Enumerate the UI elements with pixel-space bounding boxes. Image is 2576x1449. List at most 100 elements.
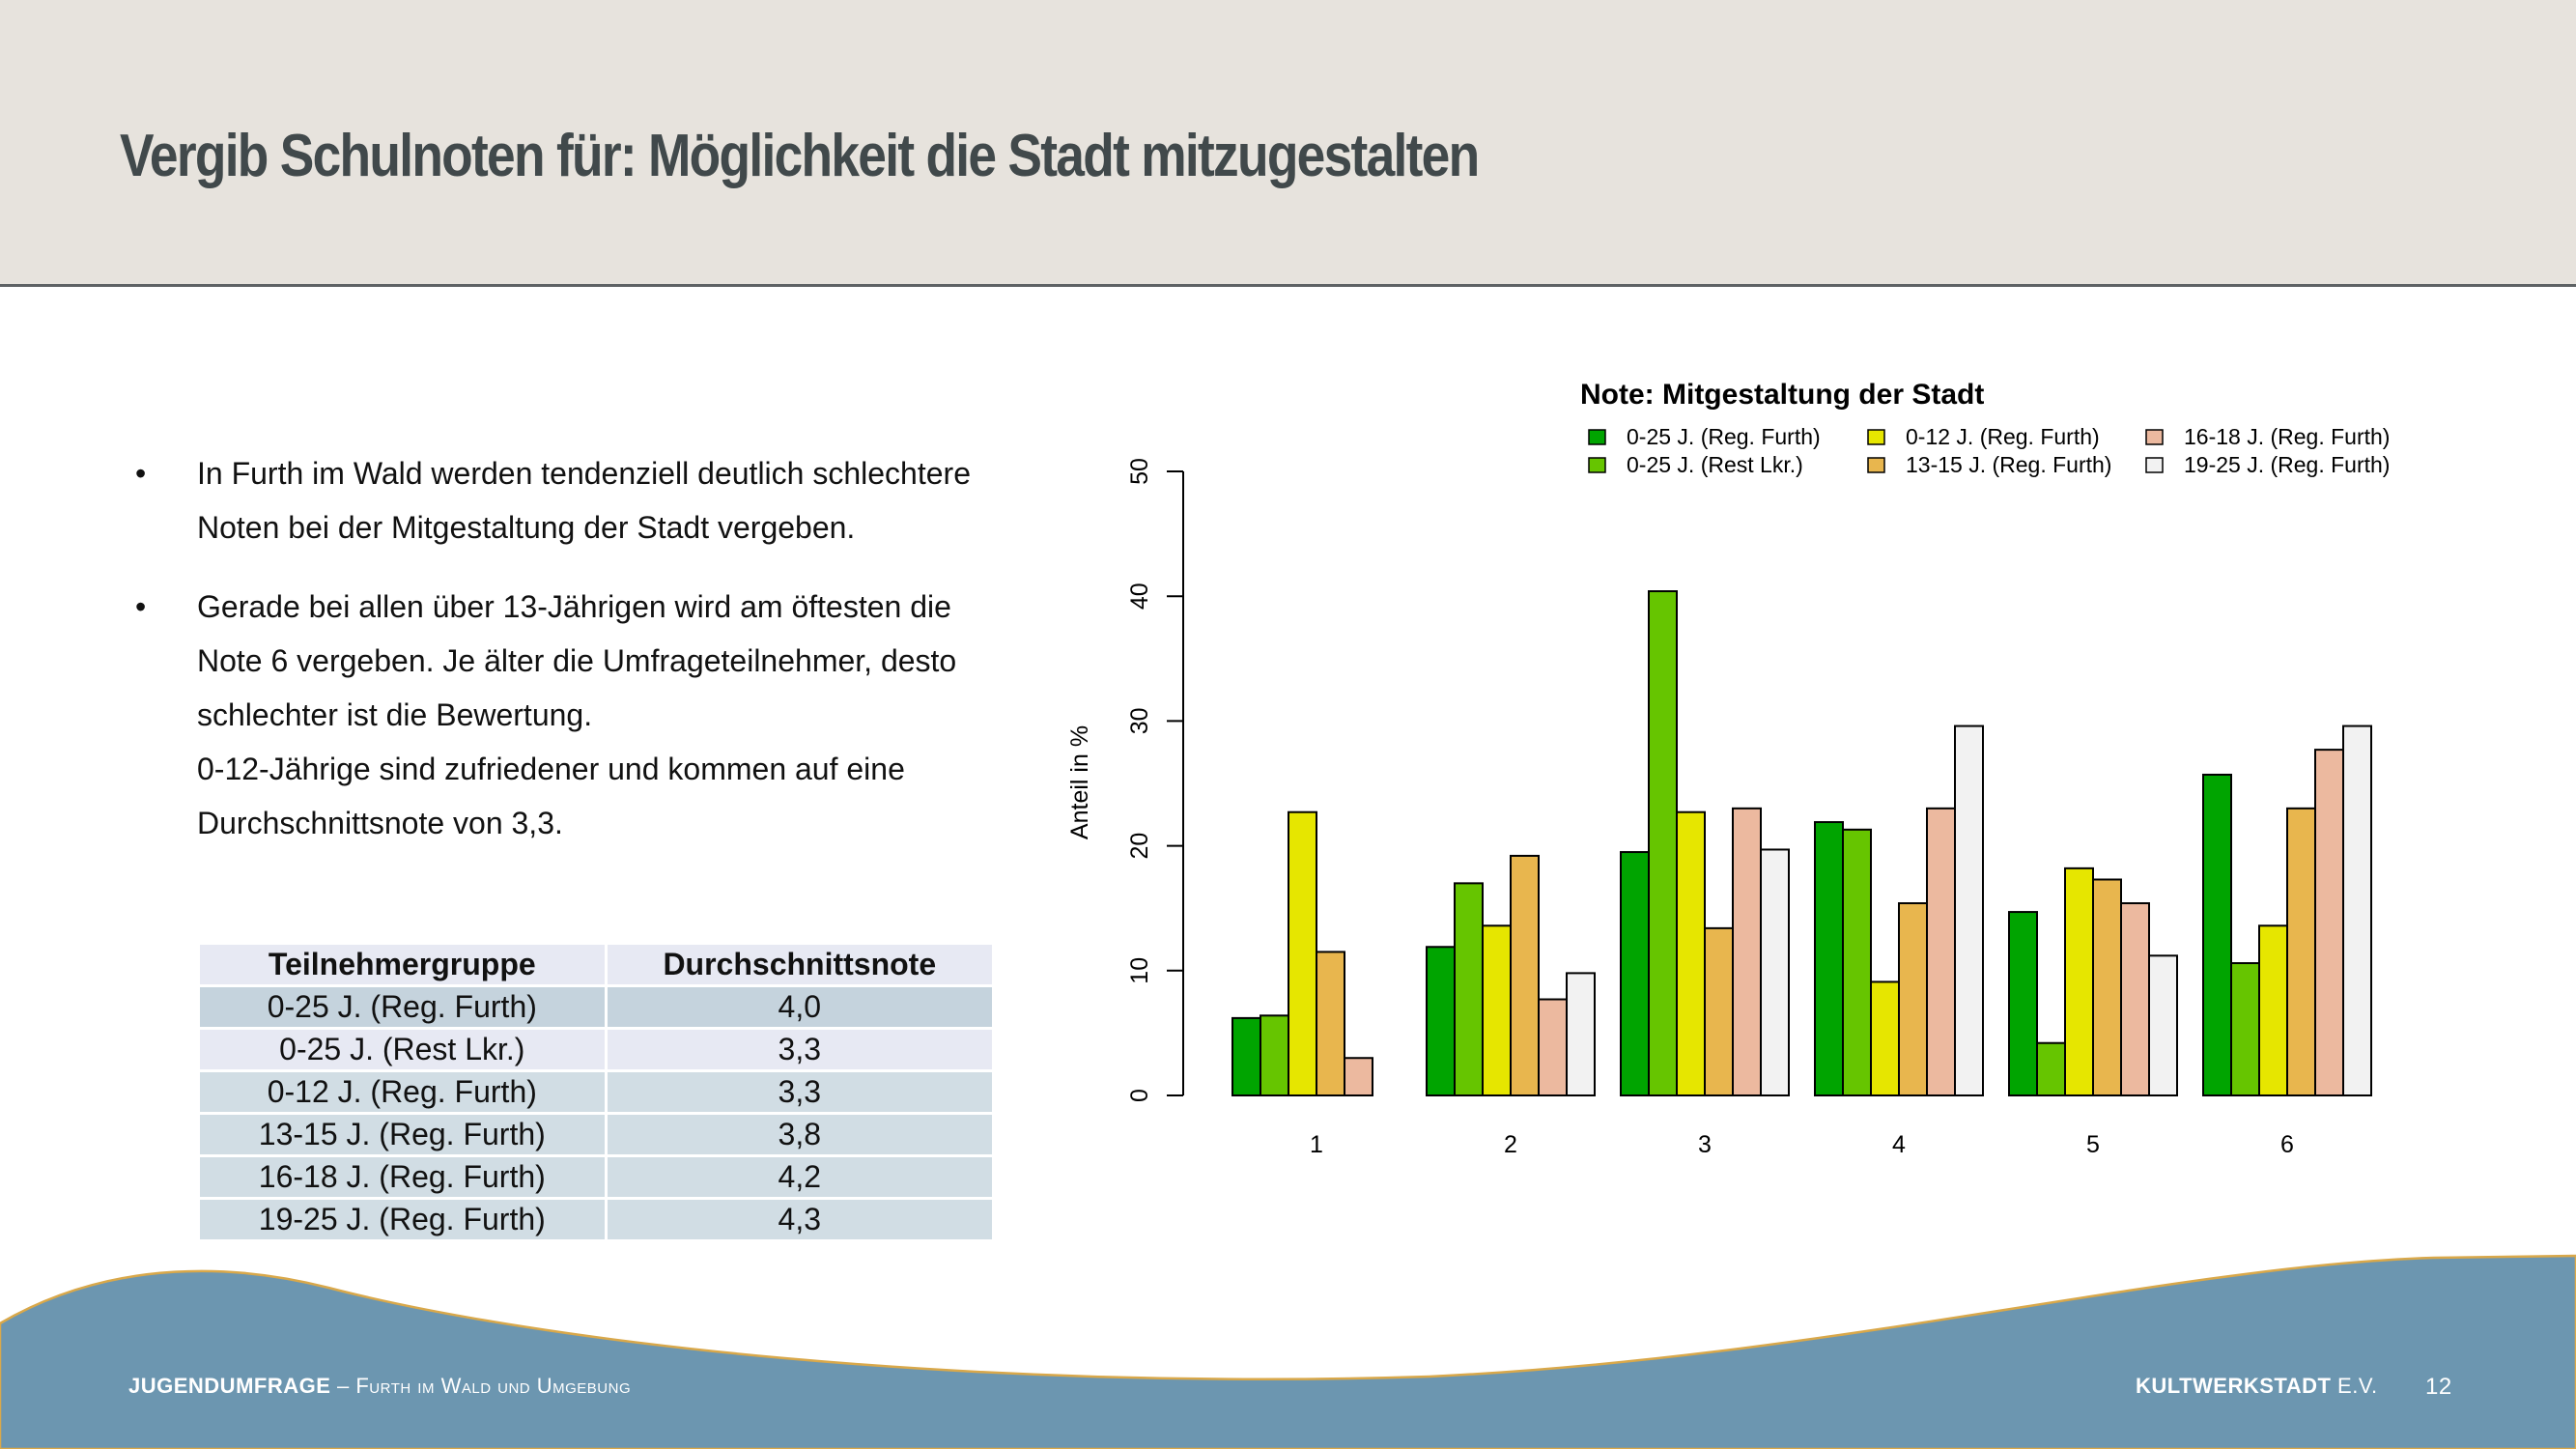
bar <box>1538 998 1568 1096</box>
y-axis-label: Anteil in % <box>1066 725 1093 839</box>
bullet-line: Gerade bei allen über 13-Jährigen wird a… <box>197 589 951 624</box>
bar <box>1231 1016 1261 1096</box>
legend-swatch-icon <box>2145 429 2164 445</box>
cell-grade: 4,2 <box>607 1157 992 1197</box>
bar <box>1260 1014 1289 1097</box>
page-title: Vergib Schulnoten für: Möglichkeit die S… <box>120 123 1480 189</box>
x-tick-label: 5 <box>2086 1131 2100 1158</box>
bar <box>1316 951 1345 1096</box>
x-tick-label: 1 <box>1310 1131 1323 1158</box>
footer-org-suffix: E.V. <box>2331 1374 2378 1398</box>
cell-grade: 4,3 <box>607 1200 992 1239</box>
column-header-group: Teilnehmergruppe <box>200 945 605 984</box>
table-row: 19-25 J. (Reg. Furth) 4,3 <box>200 1200 992 1239</box>
bullet-item: • Gerade bei allen über 13-Jährigen wird… <box>135 580 1005 850</box>
bar <box>2258 924 2288 1097</box>
bullet-line: schlechter ist die Bewertung. <box>197 697 593 732</box>
legend-label: 13-15 J. (Reg. Furth) <box>1906 452 2111 477</box>
legend-swatch-icon <box>1867 457 1885 473</box>
bullet-dot-icon: • <box>135 456 147 491</box>
x-tick-label: 4 <box>1892 1131 1906 1158</box>
cell-grade: 3,3 <box>607 1030 992 1069</box>
bar <box>1620 851 1650 1096</box>
x-tick-label: 3 <box>1698 1131 1712 1158</box>
bullet-item: • In Furth im Wald werden tendenziell de… <box>135 446 1005 554</box>
bar <box>1566 972 1596 1096</box>
legend-label: 19-25 J. (Reg. Furth) <box>2184 452 2390 477</box>
legend-swatch-icon <box>1588 429 1606 445</box>
footer-survey-subtitle: – Furth im Wald und Umgebung <box>330 1374 632 1398</box>
bars <box>1231 590 2372 1097</box>
bar <box>2286 807 2316 1097</box>
x-tick-label: 2 <box>1504 1131 1517 1158</box>
table-row: 16-18 J. (Reg. Furth) 4,2 <box>200 1157 992 1197</box>
bar <box>2064 867 2094 1097</box>
bar <box>1870 980 1900 1096</box>
cell-grade: 3,8 <box>607 1115 992 1154</box>
bar <box>2148 954 2178 1097</box>
y-tick-label: 0 <box>1126 1089 1153 1102</box>
table-row: 13-15 J. (Reg. Furth) 3,8 <box>200 1115 992 1154</box>
legend-label: 0-25 J. (Reg. Furth) <box>1627 424 1821 449</box>
bar <box>2314 749 2344 1097</box>
bar <box>1482 924 1512 1097</box>
bar <box>2202 773 2232 1096</box>
bullet-line: Durchschnittsnote von 3,3. <box>197 806 563 840</box>
bar <box>2008 911 2038 1096</box>
legend-swatch-icon <box>1588 457 1606 473</box>
cell-group: 0-25 J. (Rest Lkr.) <box>200 1030 605 1069</box>
bar <box>1288 810 1317 1096</box>
table-header-row: Teilnehmergruppe Durchschnittsnote <box>200 945 992 984</box>
footer-survey-title: JUGENDUMFRAGE – Furth im Wald und Umgebu… <box>128 1374 631 1399</box>
column-header-grade: Durchschnittsnote <box>607 945 992 984</box>
cell-group: 16-18 J. (Reg. Furth) <box>200 1157 605 1197</box>
cell-group: 19-25 J. (Reg. Furth) <box>200 1200 605 1239</box>
footer-wave <box>0 1254 2576 1449</box>
bar <box>1814 821 1844 1096</box>
bar <box>2036 1041 2066 1096</box>
cell-group: 13-15 J. (Reg. Furth) <box>200 1115 605 1154</box>
bullet-list: • In Furth im Wald werden tendenziell de… <box>135 446 1005 850</box>
bullet-line: Note 6 vergeben. Je älter die Umfragetei… <box>197 643 957 678</box>
y-axis: 0 10 20 30 40 50 <box>1126 458 1184 1102</box>
footer-survey-bold: JUGENDUMFRAGE <box>128 1374 331 1398</box>
average-grades-table: Teilnehmergruppe Durchschnittsnote 0-25 … <box>197 942 995 1242</box>
bar <box>1704 926 1734 1097</box>
cell-grade: 3,3 <box>607 1072 992 1112</box>
bar <box>2092 878 2122 1097</box>
y-tick-label: 10 <box>1126 957 1153 984</box>
footer-org-name: KULTWERKSTADT <box>2136 1374 2332 1398</box>
cell-grade: 4,0 <box>607 987 992 1027</box>
bar <box>1676 810 1706 1096</box>
bar <box>1426 946 1456 1097</box>
legend-label: 0-25 J. (Rest Lkr.) <box>1627 452 1803 477</box>
bar <box>1760 848 1790 1097</box>
chart-title: Note: Mitgestaltung der Stadt <box>1580 379 1984 411</box>
bullet-line: Noten bei der Mitgestaltung der Stadt ve… <box>197 510 856 545</box>
y-tick-label: 40 <box>1126 582 1153 610</box>
bullet-dot-icon: • <box>135 589 147 624</box>
bullet-line: In Furth im Wald werden tendenziell deut… <box>197 456 971 491</box>
bar <box>2230 962 2260 1096</box>
bar <box>1454 882 1484 1096</box>
table-row: 0-12 J. (Reg. Furth) 3,3 <box>200 1072 992 1112</box>
bar <box>1842 828 1872 1097</box>
y-tick-label: 50 <box>1126 458 1153 485</box>
y-tick-label: 30 <box>1126 707 1153 734</box>
legend-label: 0-12 J. (Reg. Furth) <box>1906 424 2100 449</box>
bar <box>1926 807 1956 1097</box>
slide-header: Vergib Schulnoten für: Möglichkeit die S… <box>0 0 2576 287</box>
y-tick-label: 20 <box>1126 833 1153 860</box>
bar <box>2342 724 2372 1096</box>
legend-swatch-icon <box>2145 457 2164 473</box>
cell-group: 0-25 J. (Reg. Furth) <box>200 987 605 1027</box>
x-axis-labels: 1 2 3 4 5 6 <box>1310 1131 2294 1158</box>
x-tick-label: 6 <box>2280 1131 2294 1158</box>
cell-group: 0-12 J. (Reg. Furth) <box>200 1072 605 1112</box>
bullet-line: 0-12-Jährige sind zufriedener und kommen… <box>197 752 905 786</box>
bar <box>1344 1057 1373 1096</box>
bar <box>1898 902 1928 1096</box>
chart-legend: 0-25 J. (Reg. Furth) 0-25 J. (Rest Lkr.) 0… <box>1588 424 2390 477</box>
table-row: 0-25 J. (Rest Lkr.) 3,3 <box>200 1030 992 1069</box>
